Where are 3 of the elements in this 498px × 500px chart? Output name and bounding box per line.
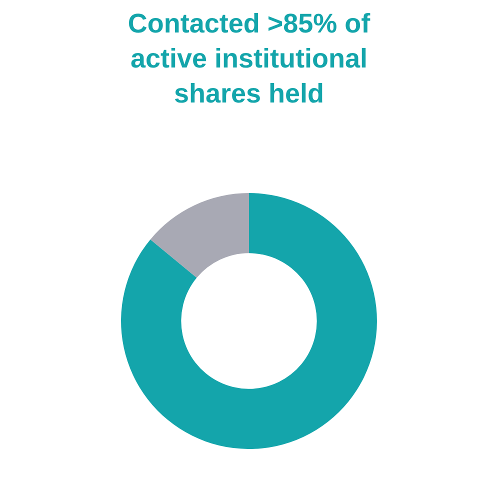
donut-slice — [150, 193, 249, 278]
donut-slice — [121, 193, 377, 449]
chart-title: Contacted >85% of active institutional shares held — [128, 8, 372, 109]
